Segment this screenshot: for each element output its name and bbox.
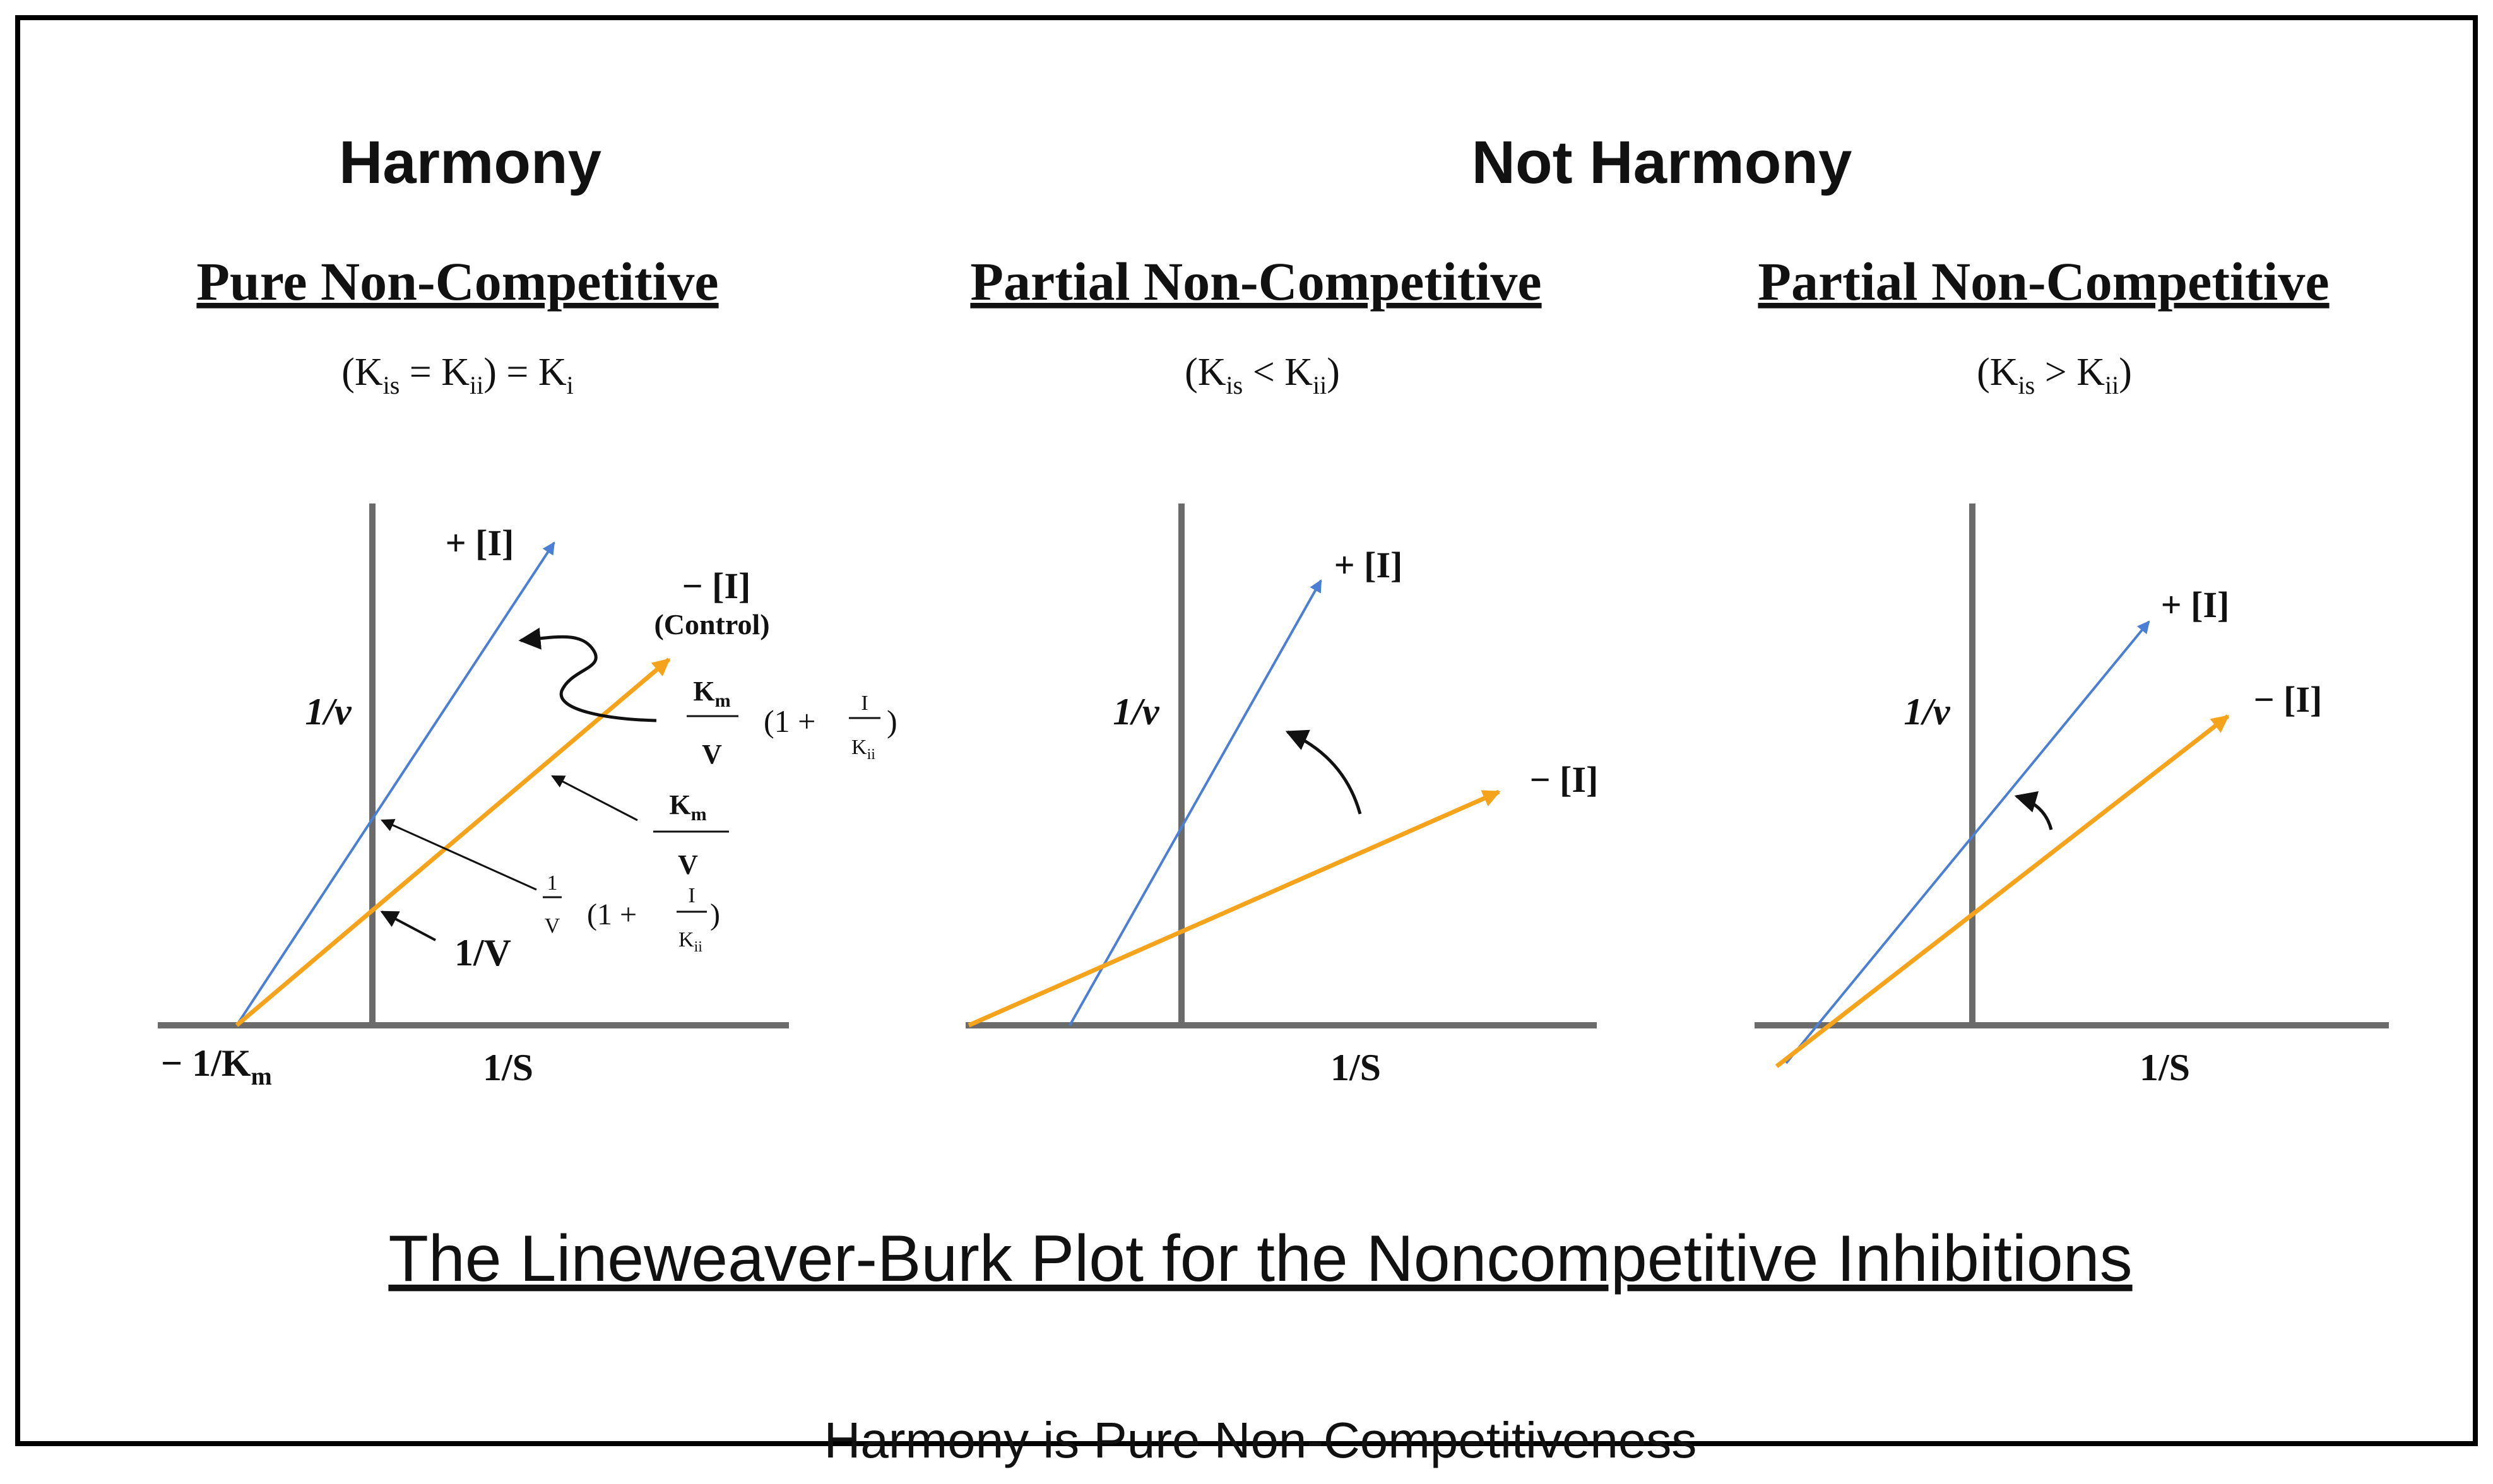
svg-text:): ) (887, 704, 897, 739)
panel-2-control-line (968, 789, 1501, 1028)
svg-text:Kii: Kii (851, 736, 875, 763)
footer-note: Harmony is Pure Non-Competitiveness (824, 1412, 1697, 1468)
panel-3-inhibited-line (1785, 620, 2150, 1064)
panel-2-curved-arrow (1285, 729, 1362, 815)
svg-text:I: I (688, 884, 695, 907)
panel-pure-noncompetitive: Pure Non-Competitive (Kis = Kii) = Ki 1/… (158, 251, 897, 1090)
panel-1-curly-arrow (518, 627, 657, 722)
panel-partial-noncompetitive-less: Partial Non-Competitive (Kis < Kii) 1/v … (966, 251, 1598, 1088)
panel-1-plus-i-label: + [I] (446, 522, 514, 563)
panel-1-slope-inhibited-formula: Km V (1 + I Kii ) (687, 676, 897, 770)
panel-1-slope-control-formula: Km V (653, 789, 729, 880)
panel-1-condition: (Kis = Kii) = Ki (341, 351, 574, 399)
panel-1-intercept-inhibited-formula: 1 V (1 + I Kii ) (543, 871, 720, 955)
panel-3-curved-arrow (2014, 791, 2053, 830)
panel-1-minus-i-label: − [I] (682, 565, 751, 606)
panel-2-x-label: 1/S (1330, 1047, 1381, 1088)
panel-2-minus-i-label: − [I] (1530, 759, 1599, 800)
panel-1-intercept-inhibited-arrow (381, 819, 537, 891)
panel-3-y-label: 1/v (1904, 691, 1951, 733)
svg-text:Km: Km (669, 789, 706, 825)
svg-text:): ) (710, 898, 720, 931)
outer-frame (15, 15, 2478, 1446)
panel-1-inv-vmax-label: 1/V (454, 932, 511, 974)
svg-text:V: V (678, 849, 698, 880)
panel-partial-noncompetitive-greater: Partial Non-Competitive (Kis > Kii) 1/v … (1755, 251, 2389, 1088)
panel-1-slope-control-arrow (551, 775, 638, 822)
panel-3-condition: (Kis > Kii) (1977, 351, 2132, 399)
panel-1-control-line (235, 657, 671, 1027)
svg-text:Km: Km (693, 676, 730, 711)
harmony-heading: Harmony (339, 129, 601, 196)
panel-2-condition: (Kis < Kii) (1185, 351, 1340, 399)
panel-1-control-label: (Control) (654, 608, 769, 640)
panel-1-neg-inv-km: − 1/Km (161, 1042, 272, 1090)
panel-2-plus-i-label: + [I] (1334, 545, 1403, 586)
panel-1-intercept-control-arrow (380, 910, 436, 941)
panel-1-title: Pure Non-Competitive (196, 251, 718, 312)
svg-text:Kii: Kii (678, 928, 702, 955)
panel-3-plus-i-label: + [I] (2161, 584, 2230, 625)
panel-3-control-line (1775, 714, 2230, 1068)
panel-1-x-label: 1/S (483, 1047, 533, 1088)
panel-1-y-label: 1/v (305, 691, 352, 733)
svg-text:V: V (702, 739, 722, 770)
figure-caption: The Lineweaver-Burk Plot for the Noncomp… (388, 1222, 2132, 1295)
panel-1-inhibited-line (235, 541, 555, 1027)
panel-2-y-label: 1/v (1113, 691, 1160, 733)
svg-text:I: I (861, 692, 868, 715)
panel-3-minus-i-label: − [I] (2254, 679, 2323, 720)
svg-text:1: 1 (547, 871, 558, 895)
svg-text:(1 +: (1 + (587, 898, 637, 931)
not-harmony-heading: Not Harmony (1472, 129, 1852, 196)
panel-2-inhibited-line (1069, 579, 1322, 1026)
panel-2-title: Partial Non-Competitive (970, 251, 1541, 312)
svg-text:(1 +: (1 + (764, 704, 815, 739)
svg-text:V: V (545, 914, 560, 938)
panel-3-title: Partial Non-Competitive (1758, 251, 2329, 312)
panel-3-x-label: 1/S (2140, 1047, 2190, 1088)
